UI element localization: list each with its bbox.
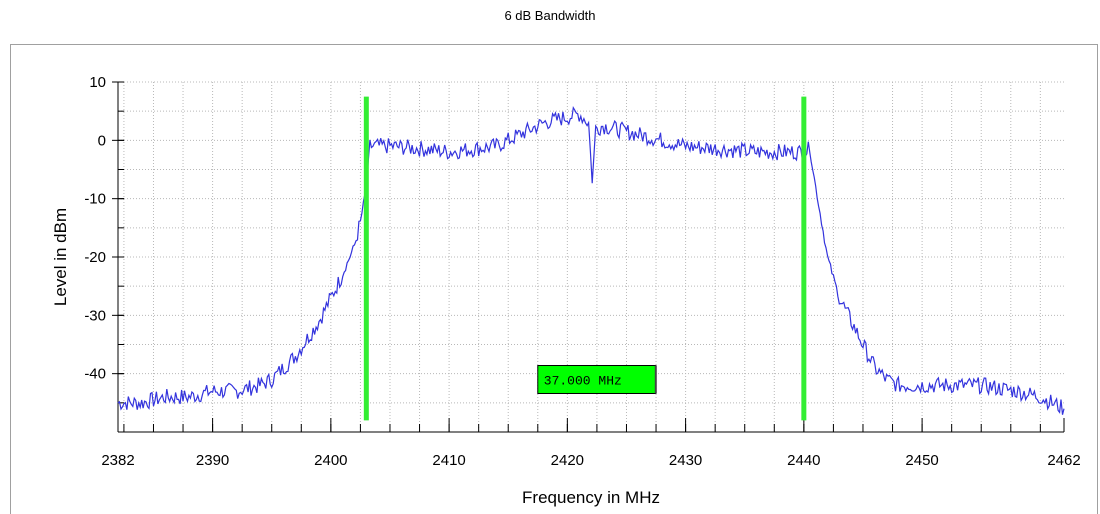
x-tick-label: 2430	[669, 452, 702, 469]
series-layer	[117, 105, 1065, 415]
bandwidth-label-box	[537, 365, 657, 394]
y-tick-label: -30	[84, 307, 106, 324]
tick-labels: 2382 2390 2400 2410 2420 2430 2440 2450 2462 10 0 -…	[84, 74, 1080, 469]
y-tick-label: 0	[98, 132, 106, 149]
bandwidth-label-text: 37.000 MHz	[544, 374, 622, 389]
x-tick-label: 2390	[196, 452, 229, 469]
series-line-0	[117, 105, 1065, 415]
marker-layer	[363, 96, 807, 421]
x-tick-label: 2450	[905, 452, 938, 469]
y-tick-label: 10	[89, 74, 106, 91]
x-tick-label: 2462	[1047, 452, 1080, 469]
x-tick-label: 2382	[101, 452, 134, 469]
x-tick-label: 2400	[314, 452, 347, 469]
y-tick-label: -10	[84, 191, 106, 208]
y-tick-label: -20	[84, 249, 106, 266]
chart-title: 6 dB Bandwidth	[504, 8, 596, 23]
x-tick-label: 2410	[432, 452, 465, 469]
plot-frame	[10, 44, 1098, 514]
annotation-layer: 37.000 MHz	[537, 365, 657, 394]
y-axis-label: Level in dBm	[51, 208, 70, 306]
x-tick-label: 2440	[787, 452, 820, 469]
x-axis-label: Frequency in MHz	[522, 488, 660, 507]
axes	[112, 81, 1065, 433]
x-tick-label: 2420	[551, 452, 584, 469]
y-tick-label: -40	[84, 366, 106, 383]
